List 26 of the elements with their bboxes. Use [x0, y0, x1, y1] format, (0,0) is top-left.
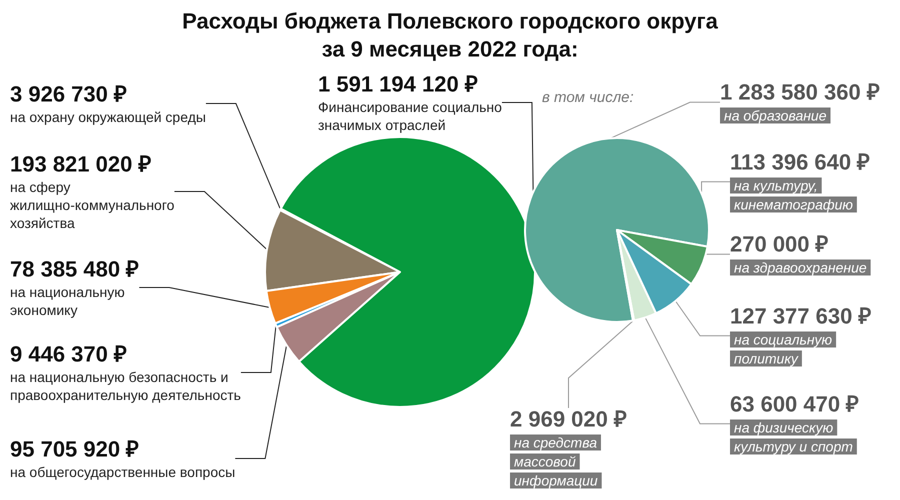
slice-label: на физическую культуру и спорт — [734, 420, 854, 454]
data-label: 127 377 630 ₽ — [730, 304, 872, 328]
data-label: 63 600 470 ₽ — [730, 392, 860, 416]
slice-label: на социальную политику — [734, 332, 833, 366]
slice-label: на охрану окружающей среды — [10, 109, 206, 125]
slice-label: на сферу жилищно-коммунального хозяйства — [10, 179, 175, 231]
data-label: 113 396 640 ₽ — [730, 150, 870, 174]
data-label: 1 591 194 120 ₽ — [318, 72, 478, 96]
chart-title: Расходы бюджета Полевского городского округа за 9 месяцев 2022 года: — [182, 8, 719, 62]
slice-label: на образование — [724, 108, 827, 124]
slice-label: на культуру, кинематографию — [734, 178, 854, 212]
data-label: 95 705 920 ₽ — [10, 436, 140, 462]
slice-label: на средства массовой информации — [514, 434, 598, 488]
data-label: 3 926 730 ₽ — [10, 82, 127, 106]
data-label: 193 821 020 ₽ — [10, 152, 152, 176]
data-label: 1 283 580 360 ₽ — [720, 80, 880, 104]
data-label: 270 000 ₽ — [730, 232, 829, 256]
data-label: 78 385 480 ₽ — [10, 256, 140, 282]
slice-label: на общегосударственные вопросы — [10, 464, 236, 480]
slice-label: на здравоохранение — [734, 260, 867, 276]
slice-label: на национальную безопасность и правоохранительную деятельность — [10, 369, 241, 403]
data-label: 9 446 370 ₽ — [10, 342, 127, 366]
slice-label: Финансирование социально значимых отраслей — [318, 99, 502, 133]
data-label: 2 969 020 ₽ — [510, 406, 627, 432]
text: в том числе: — [542, 89, 634, 106]
slice-label: на национальную экономику — [10, 284, 125, 318]
